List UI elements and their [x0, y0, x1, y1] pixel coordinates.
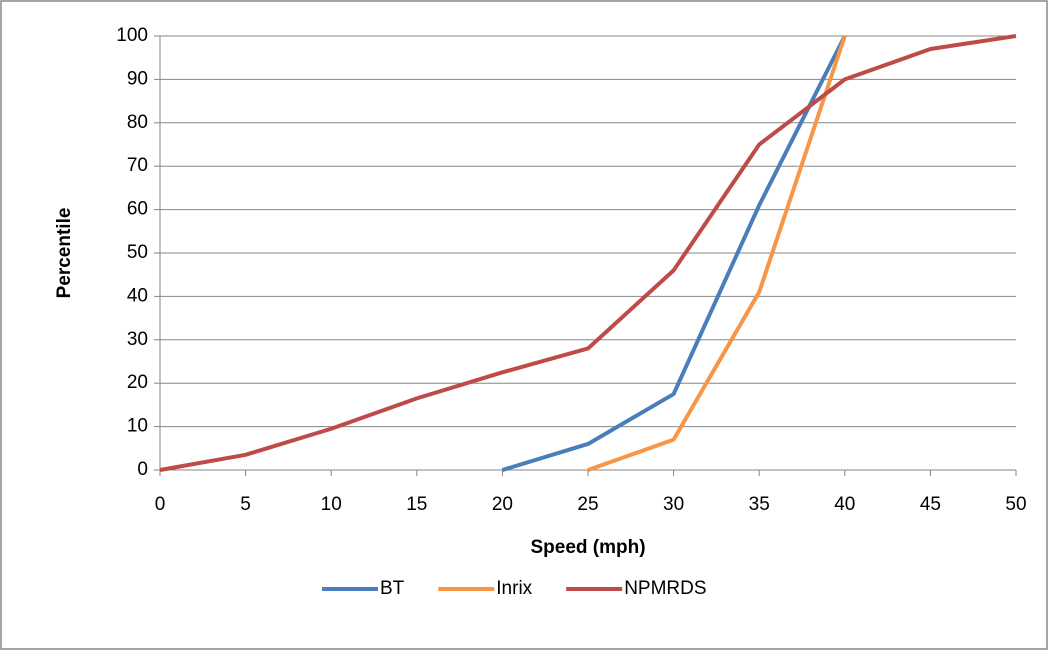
legend-label: Inrix [496, 578, 532, 599]
x-tick-label: 45 [920, 494, 941, 515]
y-tick-label: 40 [127, 285, 148, 306]
x-tick-label: 15 [406, 494, 427, 515]
legend-label: NPMRDS [624, 578, 706, 599]
x-tick-label: 35 [749, 494, 770, 515]
y-axis-label: Percentile [54, 208, 75, 299]
x-tick-label: 50 [1005, 494, 1026, 515]
y-tick-label: 100 [116, 25, 148, 46]
x-tick-label: 40 [834, 494, 855, 515]
x-tick-label: 30 [663, 494, 684, 515]
x-tick-label: 5 [240, 494, 251, 515]
y-tick-label: 10 [127, 416, 148, 437]
series-line [587, 35, 847, 472]
series-line [159, 34, 1017, 472]
x-tick-label: 10 [321, 494, 342, 515]
y-tick-label: 80 [127, 112, 148, 133]
y-tick-label: 30 [127, 329, 148, 350]
y-tick-label: 0 [137, 459, 148, 480]
y-tick-label: 20 [127, 372, 148, 393]
series-line [501, 35, 847, 472]
y-tick-label: 70 [127, 155, 148, 176]
y-tick-label: 50 [127, 242, 148, 263]
x-axis-label: Speed (mph) [530, 537, 645, 558]
y-tick-label: 60 [127, 199, 148, 220]
x-tick-label: 25 [577, 494, 598, 515]
x-tick-label: 0 [155, 494, 166, 515]
legend-label: BT [380, 578, 405, 599]
x-tick-label: 20 [492, 494, 513, 515]
y-tick-label: 90 [127, 68, 148, 89]
